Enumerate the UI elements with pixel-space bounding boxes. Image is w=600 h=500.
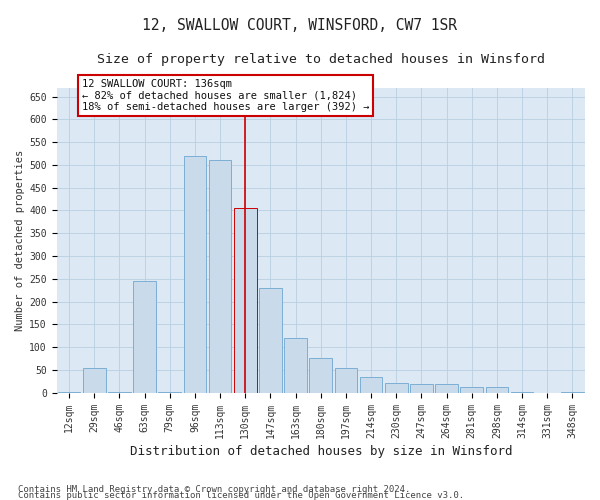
Text: Contains HM Land Registry data © Crown copyright and database right 2024.: Contains HM Land Registry data © Crown c… bbox=[18, 484, 410, 494]
Bar bbox=[360, 376, 382, 392]
Bar bbox=[385, 384, 407, 392]
Bar bbox=[435, 384, 458, 392]
Bar bbox=[184, 156, 206, 392]
Bar bbox=[284, 338, 307, 392]
Bar bbox=[209, 160, 232, 392]
X-axis label: Distribution of detached houses by size in Winsford: Distribution of detached houses by size … bbox=[130, 444, 512, 458]
Bar bbox=[83, 368, 106, 392]
Bar bbox=[485, 387, 508, 392]
Bar bbox=[310, 358, 332, 392]
Bar bbox=[460, 387, 483, 392]
Text: 12 SWALLOW COURT: 136sqm
← 82% of detached houses are smaller (1,824)
18% of sem: 12 SWALLOW COURT: 136sqm ← 82% of detach… bbox=[82, 79, 369, 112]
Text: 12, SWALLOW COURT, WINSFORD, CW7 1SR: 12, SWALLOW COURT, WINSFORD, CW7 1SR bbox=[143, 18, 458, 32]
Bar bbox=[133, 281, 156, 392]
Bar bbox=[259, 288, 282, 393]
Bar bbox=[410, 384, 433, 392]
Title: Size of property relative to detached houses in Winsford: Size of property relative to detached ho… bbox=[97, 52, 545, 66]
Text: Contains public sector information licensed under the Open Government Licence v3: Contains public sector information licen… bbox=[18, 491, 464, 500]
Bar bbox=[234, 208, 257, 392]
Bar bbox=[335, 368, 357, 392]
Y-axis label: Number of detached properties: Number of detached properties bbox=[15, 150, 25, 330]
